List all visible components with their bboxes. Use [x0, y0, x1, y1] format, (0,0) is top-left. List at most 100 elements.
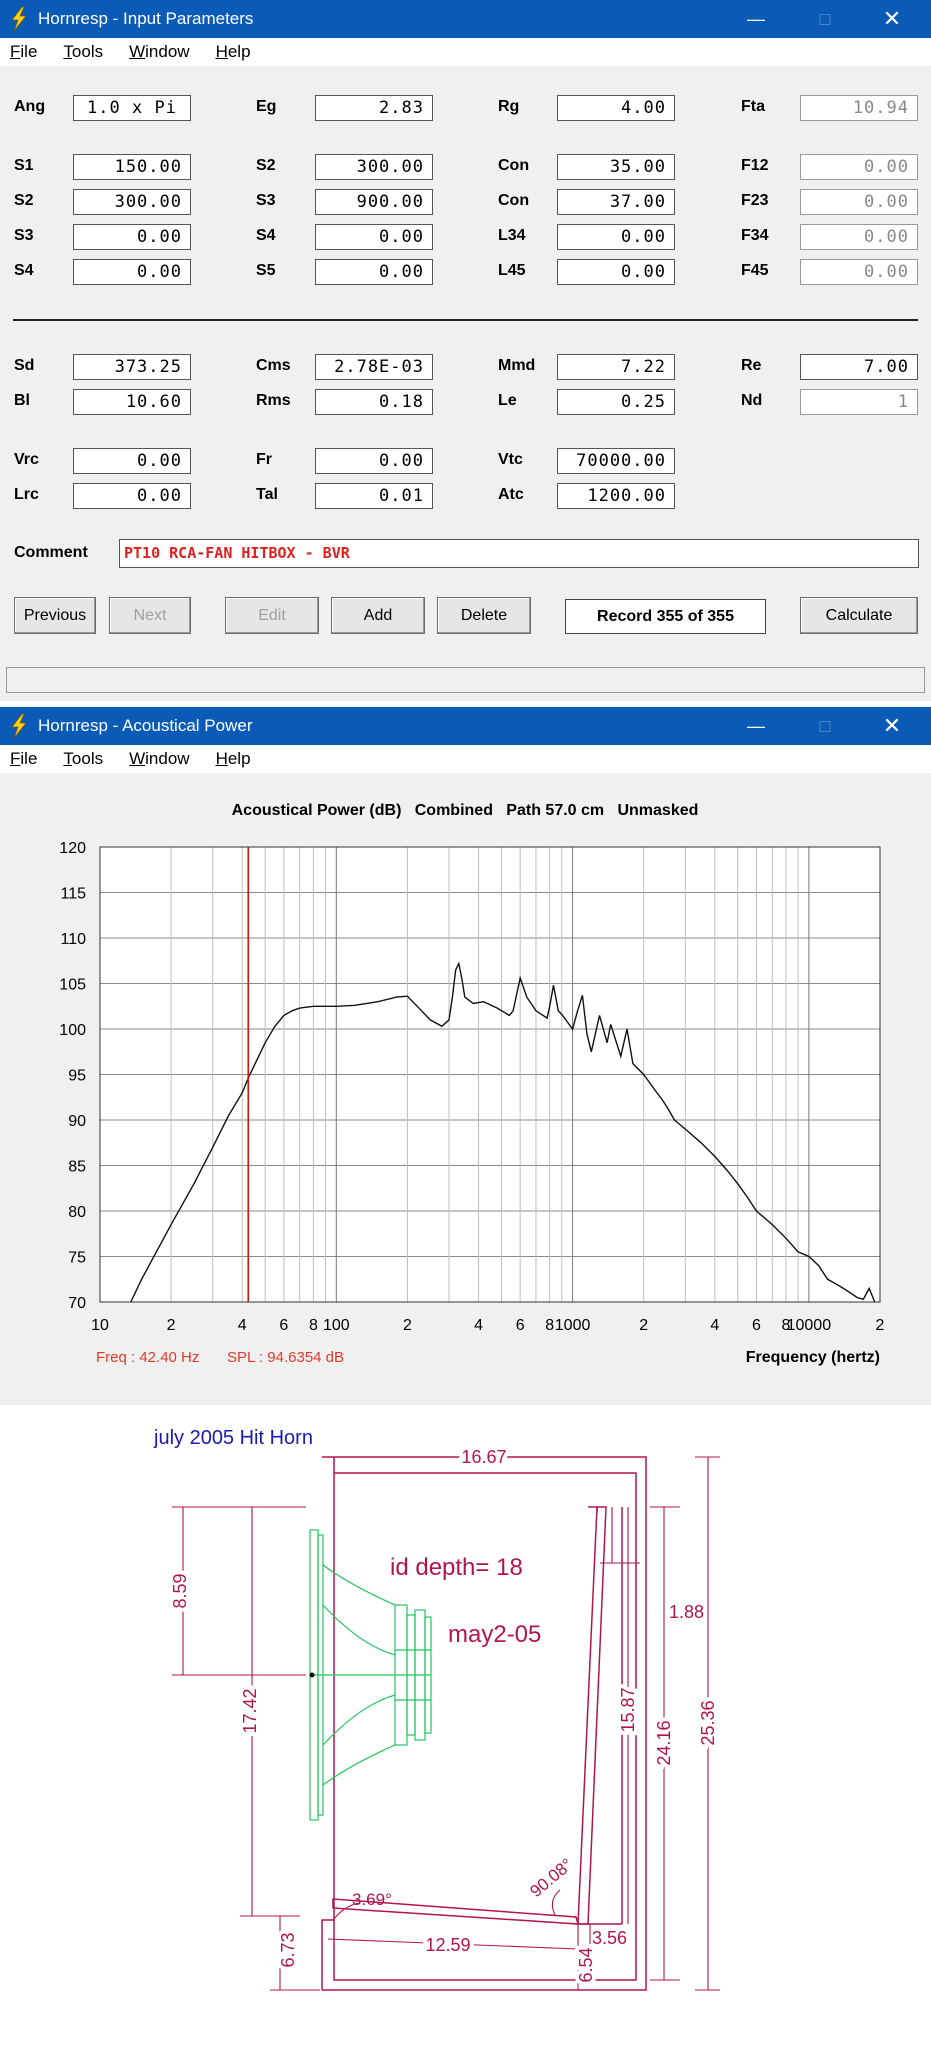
param-label: L45 — [498, 262, 526, 279]
maximize-button[interactable]: □ — [819, 8, 831, 29]
x-tick-label: 4 — [710, 1317, 719, 1334]
param-label: S3 — [256, 192, 276, 209]
x-tick-label: 4 — [474, 1317, 483, 1334]
fta-field: 10.94 — [800, 95, 918, 121]
acoustical-power-chart[interactable]: Acoustical Power (dB) Combined Path 57.0… — [0, 773, 931, 1405]
param-label: F34 — [741, 227, 769, 244]
dimension-inner-height: 24.16 — [654, 1720, 674, 1765]
param-label: Atc — [498, 486, 524, 503]
y-axis-ticks: 70 75 80 85 90 95 100 105 110 115 120 — [59, 840, 86, 1312]
annotation-depth: id depth= 18 — [390, 1554, 523, 1581]
s2-field[interactable]: 300.00 — [73, 189, 191, 215]
param-label: Cms — [256, 357, 291, 374]
param-label: Fr — [256, 451, 272, 468]
s2-field[interactable]: 300.00 — [315, 154, 433, 180]
maximize-button[interactable]: □ — [819, 715, 831, 736]
param-label: Eg — [256, 98, 277, 115]
param-label: L34 — [498, 227, 526, 244]
comment-field[interactable]: PT10 RCA-FAN HITBOX - BVR — [119, 539, 919, 568]
x-tick-label: 8 — [545, 1317, 554, 1334]
dimension-angle-left: 3.69° — [352, 1890, 392, 1909]
minimize-button[interactable]: — — [747, 8, 765, 29]
dimension-width: 16.67 — [461, 1447, 506, 1467]
s1-field[interactable]: 150.00 — [73, 154, 191, 180]
cabinet-outline — [321, 1456, 647, 1991]
annotation-date: may2-05 — [448, 1621, 541, 1648]
param-label: Bl — [14, 392, 30, 409]
calculate-button[interactable]: Calculate — [800, 597, 918, 634]
s3-field[interactable]: 0.00 — [73, 224, 191, 250]
menu-window[interactable]: Window — [129, 42, 190, 61]
menu-help[interactable]: Help — [215, 749, 251, 768]
menu-bar: File Tools Window Help — [0, 38, 931, 66]
hornresp-app-icon — [11, 6, 27, 32]
con-field[interactable]: 37.00 — [557, 189, 675, 215]
vrc-field[interactable]: 0.00 — [73, 448, 191, 474]
param-label: Nd — [741, 392, 763, 409]
dimension-total-height: 25.36 — [698, 1700, 718, 1745]
s4-field[interactable]: 0.00 — [315, 224, 433, 250]
nd-field[interactable]: 1 — [800, 389, 918, 415]
menu-file[interactable]: File — [10, 42, 38, 61]
y-tick-label: 120 — [59, 840, 86, 857]
y-tick-label: 80 — [68, 1204, 86, 1221]
calculate-button-label: Calculate — [825, 607, 893, 624]
param-label: Con — [498, 157, 530, 174]
fr-field[interactable]: 0.00 — [315, 448, 433, 474]
atc-field[interactable]: 1200.00 — [557, 483, 675, 509]
s4-field[interactable]: 0.00 — [73, 259, 191, 285]
menu-window[interactable]: Window — [129, 749, 190, 768]
re-field[interactable]: 7.00 — [800, 354, 918, 380]
y-tick-label: 95 — [68, 1068, 86, 1085]
menu-tools[interactable]: Tools — [63, 42, 104, 61]
le-field[interactable]: 0.25 — [557, 389, 675, 415]
f23-field: 0.00 — [800, 189, 918, 215]
l34-field[interactable]: 0.00 — [557, 224, 675, 250]
menu-help[interactable]: Help — [215, 42, 251, 61]
s3-field[interactable]: 900.00 — [315, 189, 433, 215]
param-label: S3 — [14, 227, 34, 244]
add-button-label: Add — [363, 607, 393, 624]
bl-field[interactable]: 10.60 — [73, 389, 191, 415]
input-parameters-window: Hornresp - Input Parameters — □ ✕ File T… — [0, 0, 931, 701]
previous-button[interactable]: Previous — [14, 597, 96, 634]
close-button[interactable]: ✕ — [882, 713, 902, 738]
x-tick-label: 2 — [876, 1317, 885, 1334]
speaker-driver — [309, 1529, 432, 1821]
x-tick-label: 6 — [752, 1317, 761, 1334]
tal-field[interactable]: 0.01 — [315, 483, 433, 509]
param-label: S1 — [14, 157, 34, 174]
sd-field[interactable]: 373.25 — [73, 354, 191, 380]
y-tick-label: 115 — [60, 886, 86, 903]
l45-field[interactable]: 0.00 — [557, 259, 675, 285]
add-button[interactable]: Add — [331, 597, 425, 634]
menu-file[interactable]: File — [10, 749, 38, 768]
cms-field[interactable]: 2.78E-03 — [315, 354, 433, 380]
delete-button[interactable]: Delete — [437, 597, 531, 634]
close-button[interactable]: ✕ — [882, 6, 902, 31]
previous-button-label: Previous — [23, 607, 87, 624]
ang-field[interactable]: 1.0 x Pi — [73, 95, 191, 121]
title-bar: Hornresp - Input Parameters — □ ✕ — [0, 0, 931, 38]
s5-field[interactable]: 0.00 — [315, 259, 433, 285]
dimension-top-gap: 1.88 — [669, 1602, 704, 1622]
rg-field[interactable]: 4.00 — [557, 95, 675, 121]
vtc-field[interactable]: 70000.00 — [557, 448, 675, 474]
param-label: S4 — [256, 227, 276, 244]
menu-tools[interactable]: Tools — [63, 749, 104, 768]
section-divider — [13, 319, 918, 321]
dimension-floor-length: 12.59 — [425, 1935, 470, 1955]
eg-field[interactable]: 2.83 — [315, 95, 433, 121]
param-label: Sd — [14, 357, 35, 374]
minimize-button[interactable]: — — [747, 715, 765, 736]
con-field[interactable]: 35.00 — [557, 154, 675, 180]
y-tick-label: 70 — [68, 1295, 86, 1312]
plot-border — [99, 846, 881, 1303]
rms-field[interactable]: 0.18 — [315, 389, 433, 415]
mmd-field[interactable]: 7.22 — [557, 354, 675, 380]
param-label: Mmd — [498, 357, 536, 374]
lrc-field[interactable]: 0.00 — [73, 483, 191, 509]
dimension-angle-right: 90.08° — [526, 1855, 576, 1901]
param-label: S5 — [256, 262, 276, 279]
